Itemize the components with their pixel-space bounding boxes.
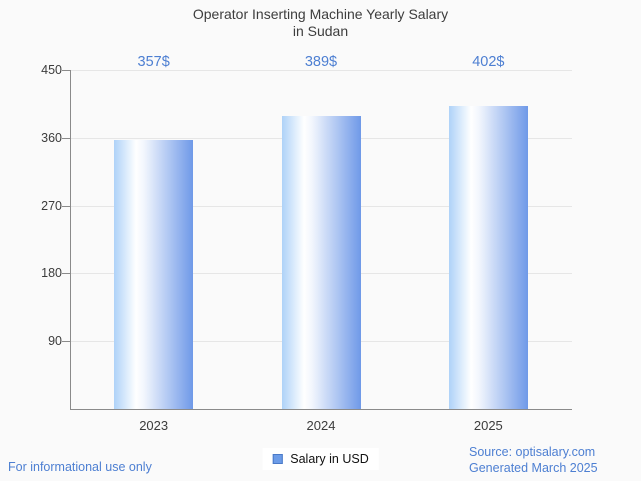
generated-text: Generated March 2025 (469, 461, 598, 475)
bar-2023[interactable] (114, 140, 194, 409)
chart-title: Operator Inserting Machine Yearly Salary… (0, 6, 641, 40)
y-axis-tick-90 (62, 341, 70, 343)
y-axis-label-180: 180 (41, 266, 62, 281)
y-axis-line (70, 70, 71, 409)
disclaimer-text: For informational use only (8, 460, 152, 474)
y-axis-tick-450 (62, 70, 70, 71)
value-label-2024: 389$ (304, 54, 338, 70)
y-axis-tick-270 (62, 205, 70, 207)
source-text: Source: optisalary.com (469, 445, 596, 459)
x-axis-label-2023: 2023 (139, 418, 169, 433)
source-block: Source: optisalary.com Generated March 2… (469, 444, 598, 476)
x-axis-line (70, 409, 572, 410)
gridline-y-450 (70, 70, 572, 71)
bar-2024[interactable] (281, 115, 361, 409)
bar-2025[interactable] (448, 106, 528, 409)
legend: Salary in USD (262, 448, 379, 470)
x-axis-label-2025: 2025 (473, 418, 503, 433)
y-axis-label-90: 90 (48, 334, 62, 349)
legend-swatch-icon (272, 454, 283, 464)
y-axis-tick-180 (62, 273, 70, 275)
y-axis-label-450: 450 (41, 63, 62, 77)
x-axis-label-2024: 2024 (306, 418, 336, 433)
legend-label: Salary in USD (290, 452, 369, 466)
y-axis-label-270: 270 (41, 198, 62, 213)
y-axis-tick-360 (62, 137, 70, 139)
value-label-2023: 357$ (137, 54, 170, 70)
value-label-2025: 402$ (472, 54, 505, 70)
chart-title-line1: Operator Inserting Machine Yearly Salary (192, 6, 449, 22)
y-axis-label-360: 360 (41, 130, 62, 145)
chart-title-line2: in Sudan (292, 23, 349, 39)
